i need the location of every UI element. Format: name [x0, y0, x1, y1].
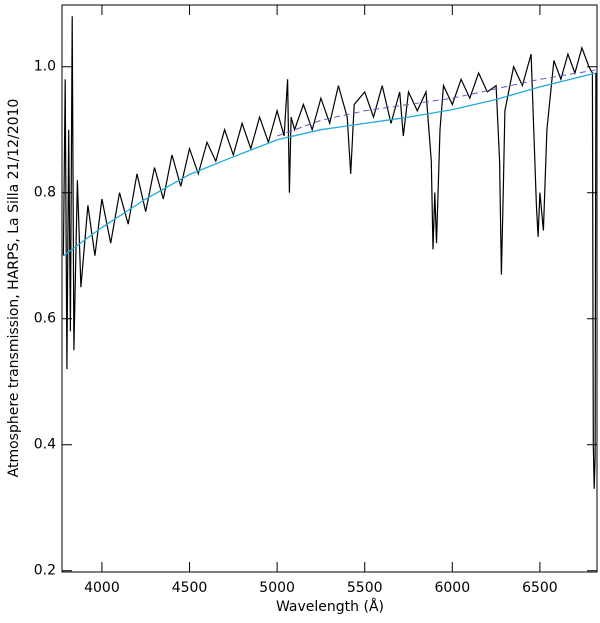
x-tick-label: 6000	[434, 580, 470, 596]
x-tick-label: 5000	[259, 580, 295, 596]
series-line	[62, 16, 597, 489]
plot-area	[62, 16, 597, 489]
y-tick-label: 0.2	[34, 563, 56, 579]
y-tick-label: 0.6	[34, 311, 56, 327]
y-axis-label: Atmosphere transmission, HARPS, La Silla…	[6, 99, 22, 478]
x-tick-label: 6500	[522, 580, 558, 596]
x-tick-label: 4000	[84, 580, 120, 596]
series-line	[63, 72, 597, 257]
y-tick-label: 1.0	[34, 59, 56, 75]
y-tick-label: 0.8	[34, 185, 56, 201]
y-tick-label: 0.4	[34, 437, 56, 453]
x-tick-label: 4500	[172, 580, 208, 596]
x-axis-label: Wavelength (Å)	[276, 598, 384, 615]
series-line	[276, 69, 596, 137]
plot-frame	[61, 4, 598, 573]
x-tick-label: 5500	[347, 580, 383, 596]
